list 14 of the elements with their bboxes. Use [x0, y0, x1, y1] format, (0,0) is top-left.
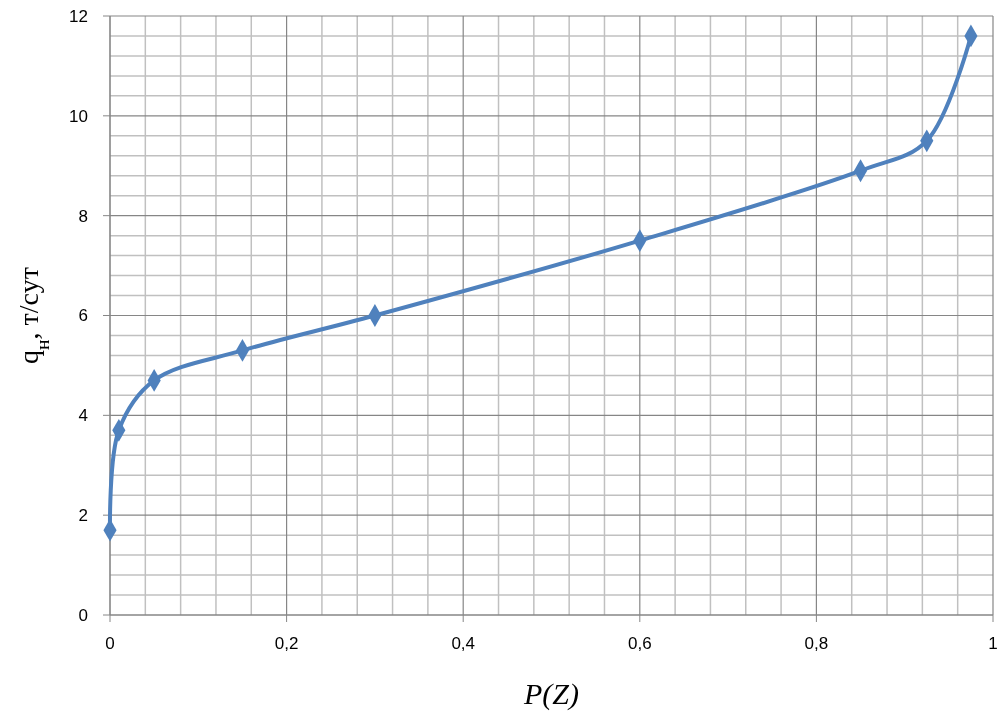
- y-tick-label: 12: [69, 6, 88, 26]
- x-tick-label: 0,8: [804, 634, 829, 653]
- y-tick-label: 6: [78, 306, 88, 326]
- y-tick-label: 8: [78, 206, 88, 226]
- x-tick-label: 0,6: [627, 634, 652, 653]
- x-tick-label: 0,4: [451, 634, 476, 653]
- y-tick-label: 10: [69, 106, 88, 126]
- y-tick-label: 4: [78, 406, 88, 426]
- x-tick-label: 1: [988, 634, 998, 653]
- y-tick-label: 2: [78, 506, 88, 526]
- y-tick-label: 0: [78, 605, 88, 625]
- x-axis-title: P(Z): [523, 677, 579, 711]
- x-tick-label: 0,2: [274, 634, 299, 653]
- x-tick-label: 0: [105, 634, 115, 653]
